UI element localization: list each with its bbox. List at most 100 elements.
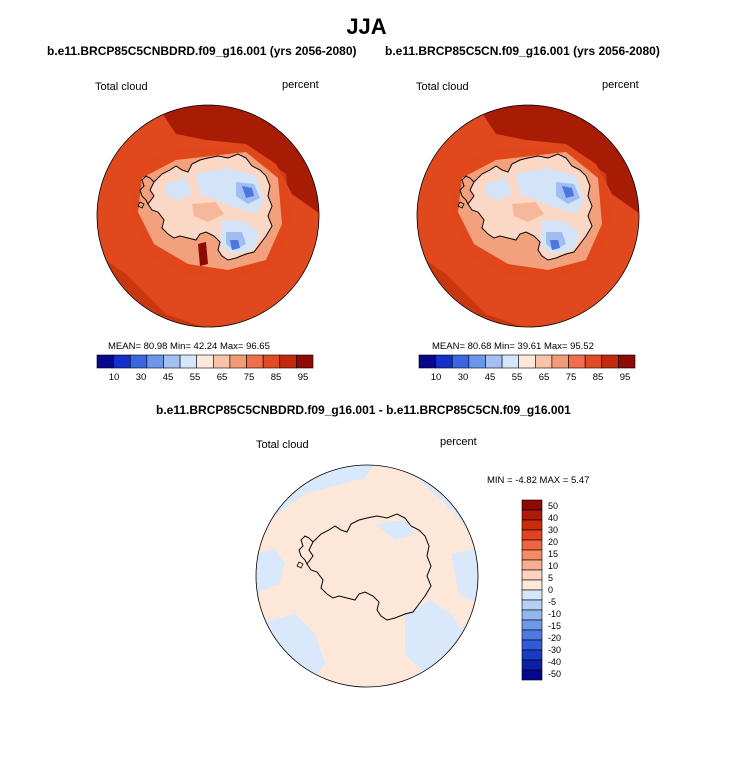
colorbar-tick-label: 15 [548,549,558,559]
colorbar-swatch [113,354,131,369]
colorbar-swatch [418,354,436,369]
colorbar-swatch [435,354,453,369]
colorbar-swatch [551,354,569,369]
colorbar-tick-label: 75 [566,372,577,383]
panel-3-stats: MIN = -4.82 MAX = 5.47 [487,475,590,486]
colorbar-swatch [521,579,543,591]
coastline-island [457,201,465,209]
colorbar-swatch [521,599,543,611]
colorbar-swatch [521,619,543,631]
colorbar-tick-label: -40 [548,657,561,667]
coastline-island [137,201,145,209]
panel-3-variable-label: Total cloud [256,439,309,451]
coastline-peninsula [459,175,475,205]
panel-2-title: b.e11.BRCP85C5CN.f09_g16.001 (yrs 2056-2… [385,44,660,58]
colorbar-swatch [196,354,214,369]
colorbar-tick-label: -20 [548,633,561,643]
coastline-island [296,561,304,569]
low-cloud-region [166,178,192,200]
colorbar-swatch [521,519,543,531]
figure-title: JJA [346,14,387,39]
mid-cloud-region [192,202,224,222]
colorbar-tick-label: -30 [548,645,561,655]
panel-2-colorbar: 10 30 45 55 65 75 85 95 [418,354,636,383]
colorbar-swatch [229,354,247,369]
colorbar-tick-label: -5 [548,597,556,607]
colorbar-tick-label: 55 [512,372,523,383]
colorbar-swatch [521,539,543,551]
panel-2-units-label: percent [602,79,639,91]
colorbar-tick-label: -10 [548,609,561,619]
colorbar-swatch [485,354,503,369]
colorbar-swatch [521,629,543,641]
colorbar-swatch [213,354,231,369]
colorbar-tick-label: 5 [548,573,553,583]
coastline-peninsula [298,535,314,565]
coastline-peninsula [139,175,155,205]
low-cloud-core [562,186,574,198]
mid-cloud-region [512,202,544,222]
low-cloud-core [242,186,254,198]
colorbar-tick-label: 65 [539,372,550,383]
colorbar-swatch [521,499,543,511]
colorbar-tick-label: 85 [271,372,282,383]
colorbar-swatch [521,549,543,561]
panel-3-units-label: percent [440,436,477,448]
colorbar-tick-label: 0 [548,585,553,595]
panel-2-map [416,104,640,328]
colorbar-tick-label: 75 [244,372,255,383]
map-boundary [96,104,320,328]
colorbar-swatch [521,529,543,541]
colorbar-tick-label: -15 [548,621,561,631]
colorbar-tick-label: 40 [548,513,558,523]
negative-diff-region [256,548,285,594]
colorbar-swatch [518,354,536,369]
map-layer [417,105,639,327]
colorbar-tick-label: 10 [109,372,120,383]
colorbar-swatch [279,354,297,369]
colorbar-swatch [501,354,519,369]
panel-2-variable-label: Total cloud [416,81,469,93]
panel-1-units-label: percent [282,79,319,91]
colorbar-swatch [468,354,486,369]
low-cloud-core [230,240,240,250]
panel-3-title: b.e11.BRCP85C5CNBDRD.f09_g16.001 - b.e11… [156,403,571,417]
dark-cloud-band [156,105,319,214]
colorbar-swatch [179,354,197,369]
colorbar-tick-label: 95 [298,372,309,383]
map-layer [97,105,319,327]
panel-1-variable-label: Total cloud [95,81,148,93]
colorbar-tick-label: 30 [136,372,147,383]
panel-1-stats: MEAN= 80.98 Min= 42.24 Max= 96.65 [108,341,270,352]
colorbar-swatch [521,569,543,581]
colorbar-swatch [96,354,114,369]
colorbar-swatch [146,354,164,369]
colorbar-swatch [601,354,619,369]
colorbar-tick-label: 20 [548,537,558,547]
colorbar-swatch [521,589,543,601]
colorbar-tick-label: 45 [163,372,174,383]
colorbar-swatch [296,354,314,369]
negative-diff-region [375,520,415,540]
colorbar-swatch [521,559,543,571]
colorbar-swatch [521,649,543,661]
dark-cloud-band [476,105,639,214]
colorbar-swatch [129,354,148,369]
panel-1-title: b.e11.BRCP85C5CNBDRD.f09_g16.001 (yrs 20… [47,44,357,58]
negative-diff-region [451,548,478,604]
colorbar-tick-label: 10 [548,561,558,571]
colorbar-swatch [568,354,586,369]
low-cloud-region [486,178,512,200]
high-cloud-streak [198,242,208,266]
colorbar-swatch [521,639,543,651]
panel-1-colorbar: 10 30 45 55 65 75 85 95 [96,354,314,383]
colorbar-tick-label: 45 [485,372,496,383]
colorbar-swatch [535,354,553,369]
colorbar-swatch [163,354,181,369]
colorbar-swatch [521,669,543,681]
panel-1-map [96,104,320,328]
colorbar-swatch [618,354,636,369]
colorbar-tick-label: 85 [593,372,604,383]
colorbar-swatch [262,354,281,369]
